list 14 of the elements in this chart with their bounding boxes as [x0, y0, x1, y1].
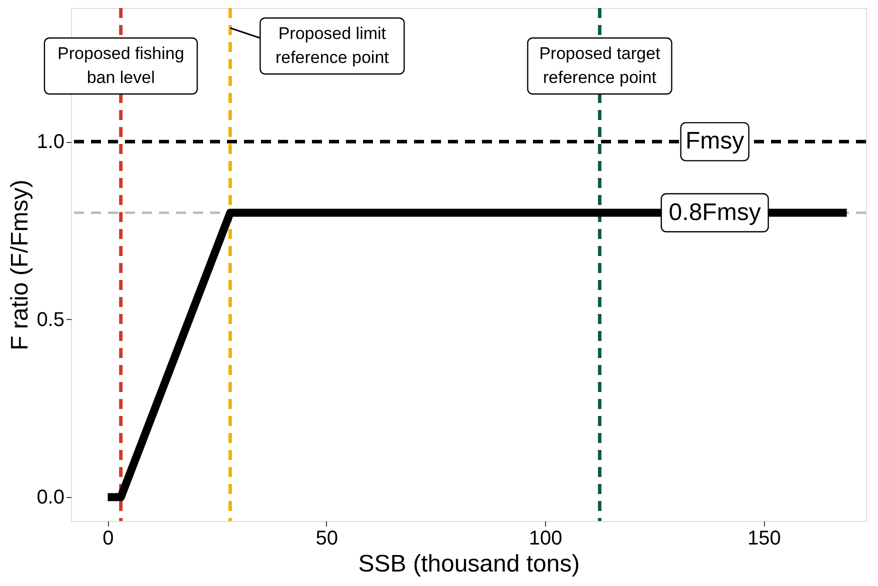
ref-line-label: 0.8Fmsy	[668, 198, 761, 226]
ref-line-label: Proposed limit reference point	[275, 24, 390, 67]
y-tick-label: 0.0	[36, 486, 64, 509]
ref-line-label: Proposed fishing ban level	[58, 44, 184, 87]
y-tick-label: 1.0	[36, 131, 64, 154]
x-tick-label: 0	[102, 528, 114, 550]
ref-line-label: Proposed target reference point	[539, 44, 660, 87]
x-tick-label: 100	[528, 528, 562, 550]
x-axis-title: SSB (thousand tons)	[358, 550, 580, 578]
ref-line-label: Fmsy	[685, 128, 744, 155]
x-tick-label: 50	[316, 528, 338, 550]
x-tick-label: 150	[747, 528, 781, 550]
y-axis-title: F ratio (F/Fmsy)	[6, 180, 34, 350]
y-tick-label: 0.5	[36, 308, 64, 331]
